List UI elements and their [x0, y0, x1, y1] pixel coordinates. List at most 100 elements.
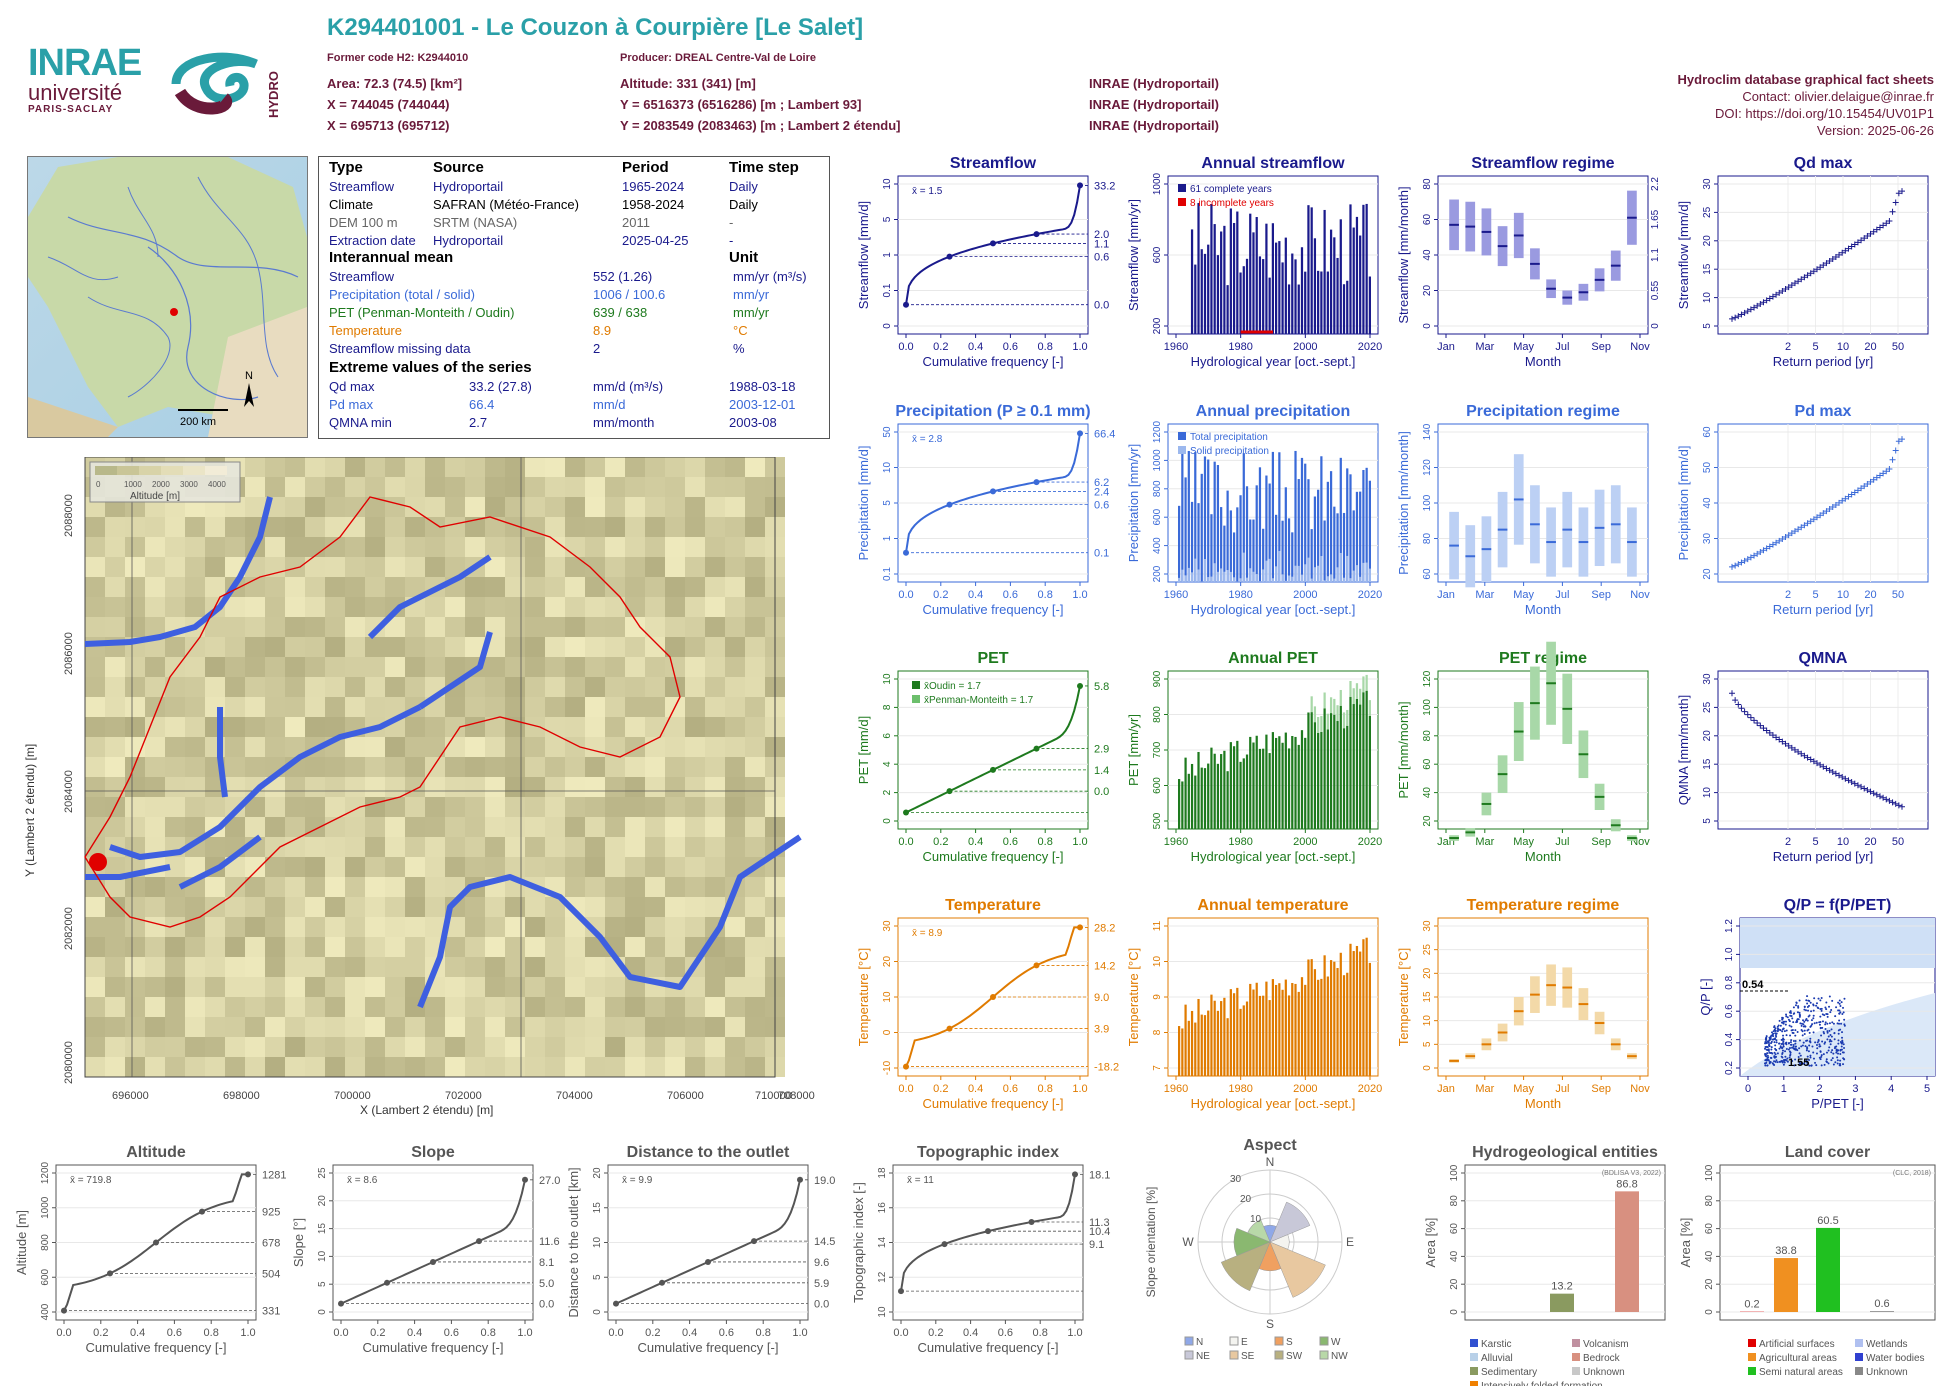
terrain-cell — [345, 937, 365, 957]
distance-ytick: 20 — [592, 1167, 603, 1179]
terrain-cell — [725, 1057, 745, 1077]
terrain-cell — [205, 1037, 225, 1057]
qp_f-point — [1831, 999, 1834, 1002]
terrain-cell — [305, 757, 325, 777]
annual_streamflow-bar — [1294, 259, 1297, 334]
hydrogeology-legend-swatch — [1572, 1353, 1580, 1361]
terrain-cell — [605, 657, 625, 677]
streamflow-quantile-point — [903, 301, 909, 308]
annual_precipitation-bar — [1352, 510, 1355, 582]
qp_f-point — [1782, 1027, 1785, 1030]
terrain-cell — [645, 697, 665, 717]
terrain-cell — [445, 537, 465, 557]
terrain-cell — [265, 857, 285, 877]
precipitation_regime-range — [1465, 525, 1476, 588]
distance-quantile-point — [751, 1238, 757, 1245]
terrain-cell — [365, 657, 385, 677]
streamflow-xtick: 0.4 — [968, 341, 983, 353]
hydrogeology-ytick: 20 — [1449, 1278, 1460, 1290]
terrain-cell — [245, 857, 265, 877]
pd_max-point — [1804, 520, 1811, 527]
qp_f-xtick: 3 — [1852, 1083, 1858, 1095]
terrain-cell — [485, 657, 505, 677]
qp_f-point — [1785, 1029, 1788, 1032]
terrain-cell — [405, 637, 425, 657]
terrain-cell — [425, 597, 445, 617]
info-row-1-col2: 1958-2024 — [622, 197, 685, 212]
terrain-cell — [545, 1057, 565, 1077]
qmna-point — [1842, 775, 1849, 782]
qp_f-point — [1794, 1029, 1797, 1032]
pd_max-point — [1741, 557, 1748, 564]
terrain-cell — [525, 537, 545, 557]
terrain-cell — [685, 697, 705, 717]
terrain-cell — [425, 777, 445, 797]
pet-frame — [897, 670, 1089, 830]
qp_f-point — [1821, 1026, 1824, 1029]
terrain-cell — [725, 457, 745, 477]
slope-xtick: 0.2 — [370, 1327, 385, 1339]
terrain-cell — [485, 1057, 505, 1077]
terrain-cell — [665, 877, 685, 897]
terrain-cell — [165, 597, 185, 617]
hydrogeology-legend-swatch — [1470, 1367, 1478, 1375]
distance-right-label: 0.0 — [814, 1299, 829, 1311]
terrain-cell — [645, 857, 665, 877]
annual_precipitation-bar — [1294, 450, 1297, 582]
terrain-cell — [225, 957, 245, 977]
qp_f-point — [1839, 1062, 1842, 1065]
terrain-cell — [465, 1057, 485, 1077]
terrain-cell — [405, 1017, 425, 1037]
slope-xtick: 0.0 — [333, 1327, 348, 1339]
terrain-cell — [545, 1017, 565, 1037]
qp_f-point — [1764, 1047, 1767, 1050]
terrain-cell — [205, 517, 225, 537]
slope-quantile-point — [430, 1258, 436, 1265]
topographic-xlabel: Cumulative frequency [-] — [918, 1340, 1059, 1355]
qp_f-point — [1841, 1051, 1844, 1054]
terrain-cell — [505, 577, 525, 597]
qp_f-point — [1838, 1012, 1841, 1015]
terrain-cell — [665, 557, 685, 577]
qp_f-point — [1775, 1049, 1778, 1052]
streamflow-xtick: 0.8 — [1038, 341, 1053, 353]
terrain-cell — [745, 877, 765, 897]
terrain-cell — [265, 977, 285, 997]
qmna-point — [1754, 720, 1761, 727]
temperature_regime-xlabel: Month — [1525, 1096, 1561, 1111]
terrain-cell — [345, 897, 365, 917]
terrain-cell — [545, 777, 565, 797]
precipitation-quantile-point — [1033, 479, 1040, 486]
terrain-cell — [345, 737, 365, 757]
terrain-cell — [585, 837, 605, 857]
qp_f-point — [1809, 1001, 1812, 1004]
qmna-xtick: 5 — [1812, 836, 1818, 848]
qp_f-point — [1826, 1030, 1829, 1033]
qp_f-point — [1838, 1064, 1841, 1067]
slope-ytick: 0 — [317, 1309, 328, 1315]
terrain-cell — [545, 997, 565, 1017]
streamflow-xlabel: Cumulative frequency [-] — [923, 354, 1064, 369]
qp_f-point — [1837, 1052, 1840, 1055]
hydrogeology-title: Hydrogeological entities — [1472, 1144, 1658, 1161]
land_cover-bar-label: 0.2 — [1744, 1299, 1759, 1311]
streamflow-mean: x̄ = 1.5 — [912, 186, 943, 197]
temperature-right-label: 14.2 — [1094, 960, 1115, 972]
terrain-cell — [685, 1017, 705, 1037]
altitude-xtick: 0.2 — [93, 1327, 108, 1339]
qd_max-point — [1732, 314, 1739, 321]
qp_f-point — [1807, 999, 1810, 1002]
terrain-cell — [425, 637, 445, 657]
qp_f-point — [1800, 1045, 1803, 1048]
terrain-cell — [645, 797, 665, 817]
terrain-cell — [205, 577, 225, 597]
terrain-cell — [245, 977, 265, 997]
precipitation_regime-ytick: 100 — [1422, 494, 1433, 511]
qp_f-point — [1766, 1052, 1769, 1055]
terrain-cell — [485, 957, 505, 977]
terrain-cell — [545, 797, 565, 817]
terrain-cell — [445, 557, 465, 577]
annual_streamflow-ylabel: Streamflow [mm/yr] — [1126, 199, 1141, 311]
terrain-cell — [745, 477, 765, 497]
terrain-cell — [365, 637, 385, 657]
